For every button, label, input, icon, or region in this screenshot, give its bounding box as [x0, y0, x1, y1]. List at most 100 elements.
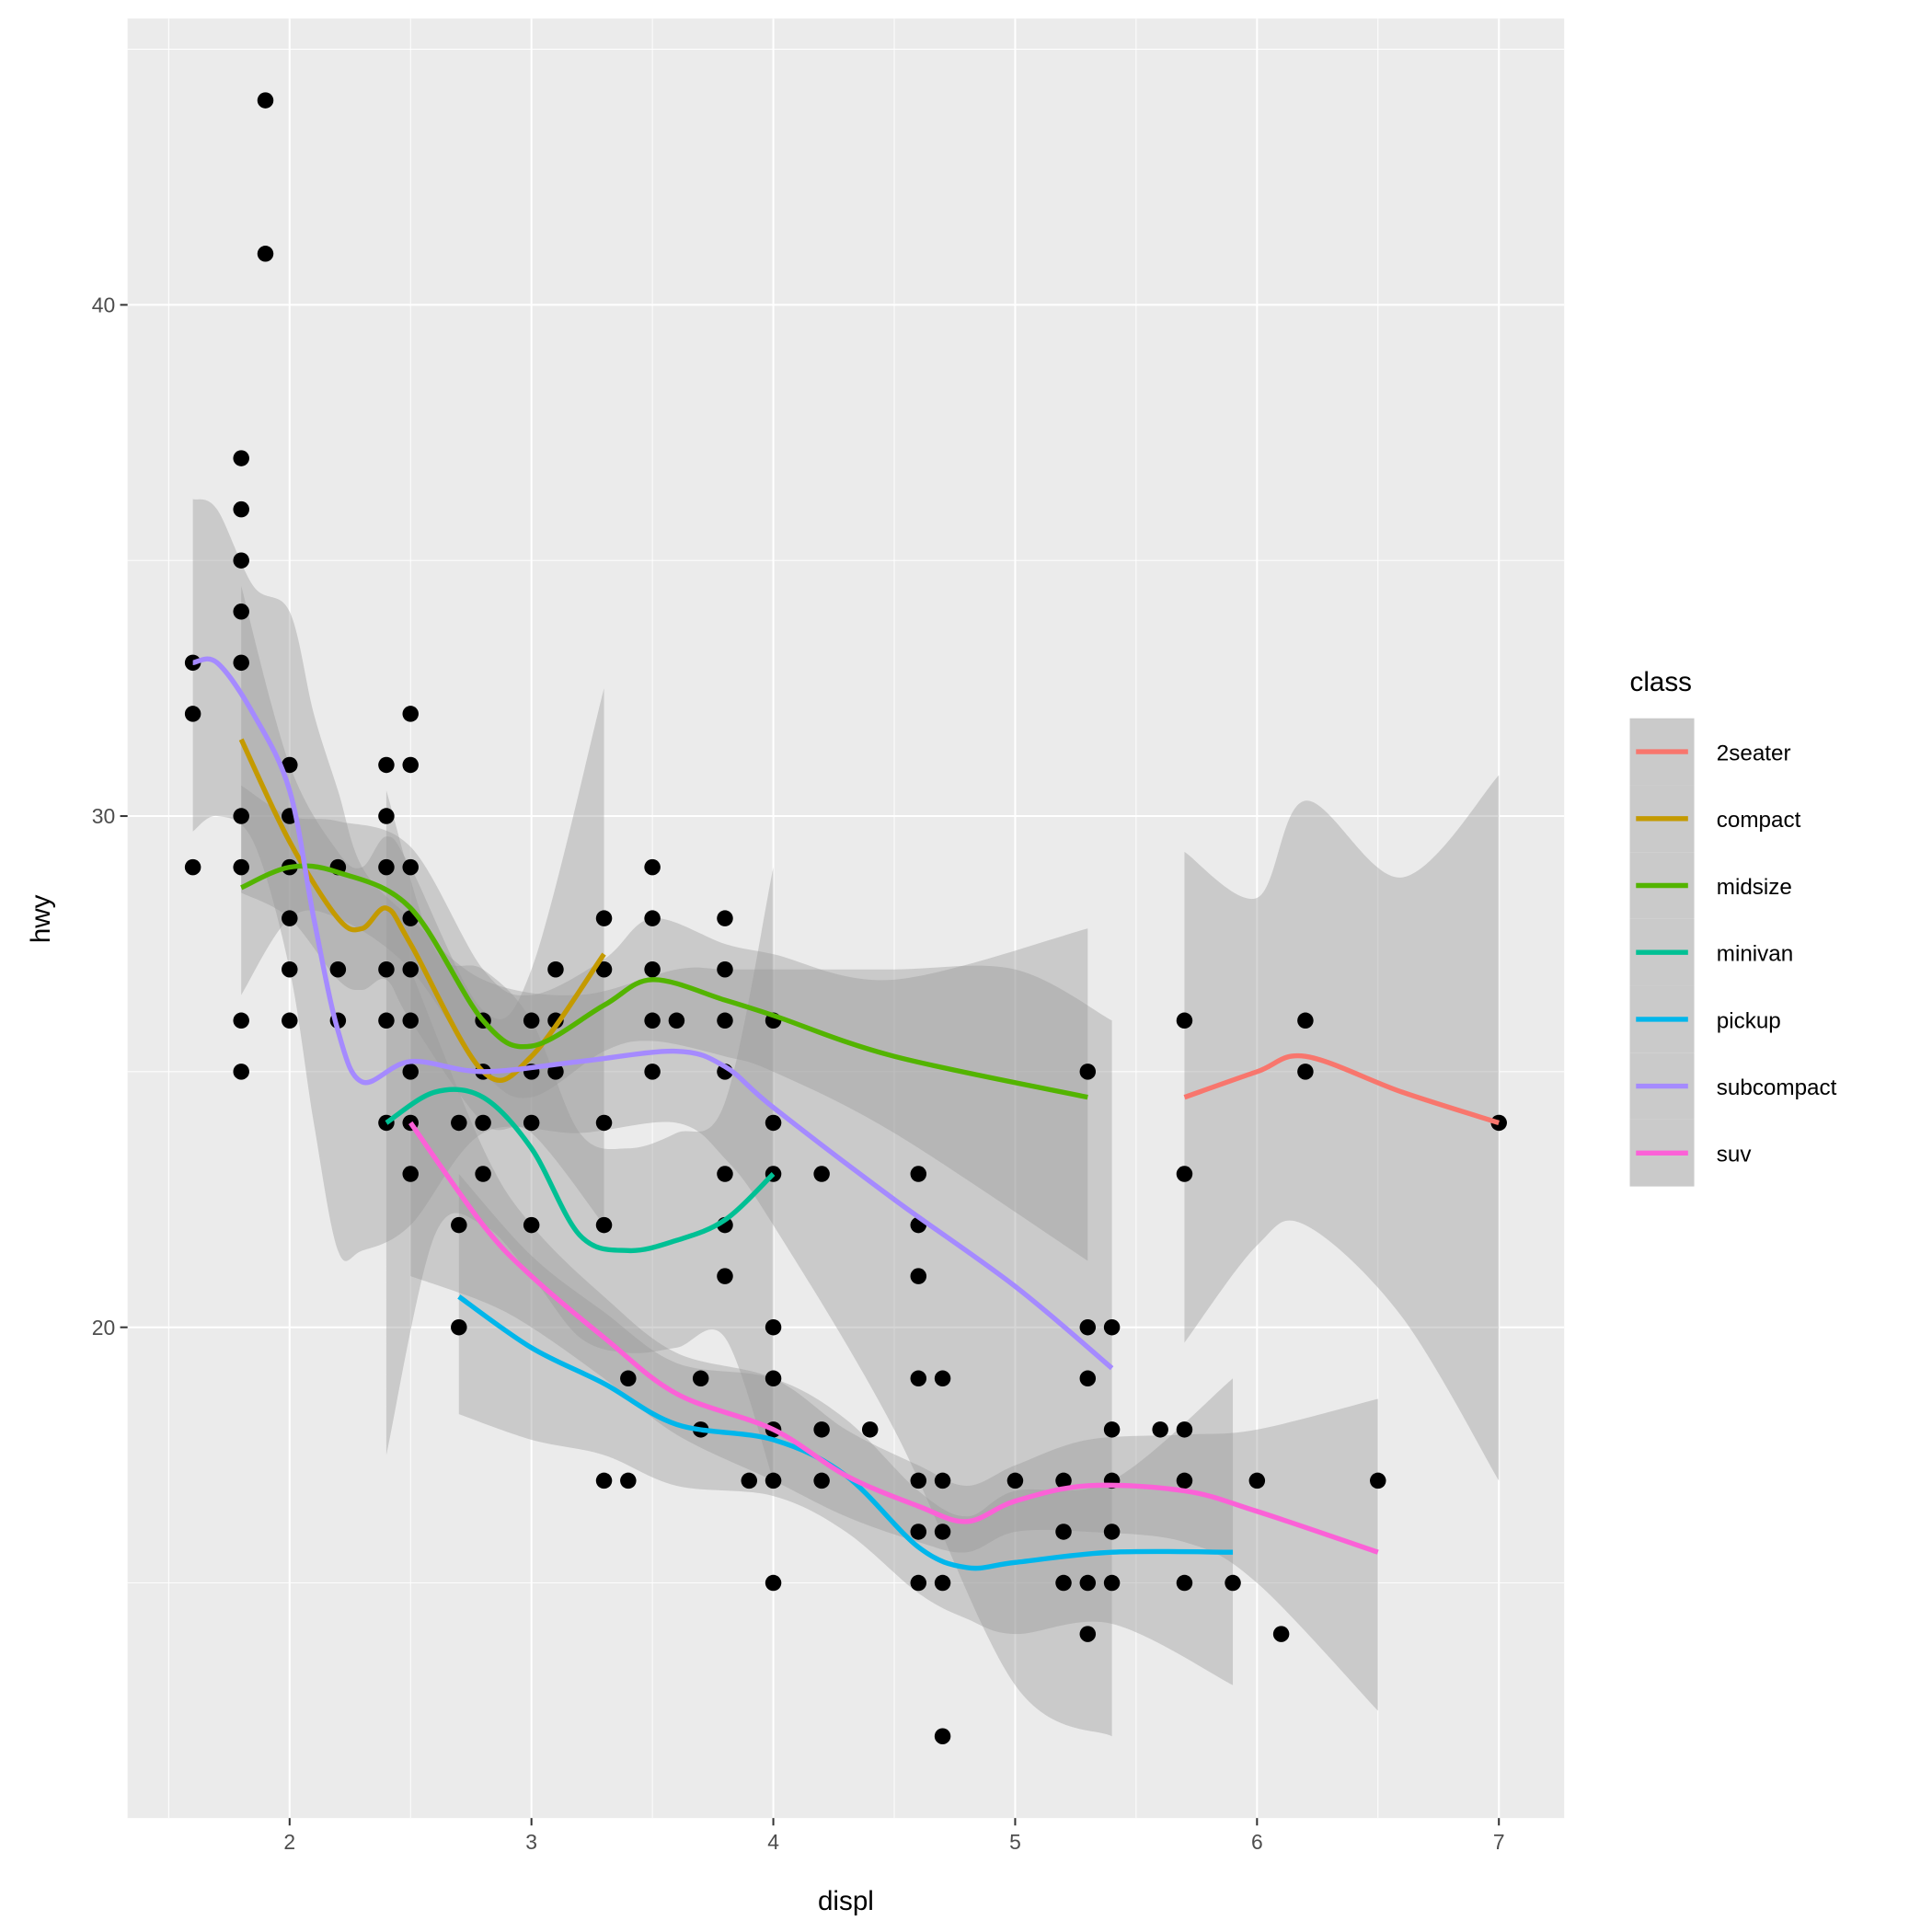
- smooth-line-subcompact: [192, 656, 1114, 1371]
- data-point: [523, 1012, 540, 1029]
- data-point: [644, 1012, 661, 1029]
- data-point: [934, 1524, 951, 1540]
- data-point: [1176, 1472, 1193, 1489]
- data-point: [1152, 1421, 1168, 1438]
- data-point: [1079, 1064, 1097, 1080]
- data-point: [1103, 1318, 1121, 1336]
- data-point: [475, 1166, 491, 1182]
- x-tick-label: 5: [1009, 1830, 1021, 1854]
- data-point: [547, 1064, 564, 1080]
- data-point: [1225, 1574, 1241, 1592]
- data-points: [184, 92, 1507, 1744]
- data-point: [717, 960, 733, 978]
- data-point: [1055, 1524, 1072, 1540]
- data-point: [595, 910, 613, 926]
- data-point: [451, 1114, 467, 1132]
- data-point: [1176, 1166, 1193, 1182]
- data-point: [378, 808, 395, 824]
- data-point: [451, 1318, 467, 1336]
- data-point: [1006, 1472, 1024, 1489]
- y-tick-label: 40: [92, 293, 115, 316]
- data-point: [402, 960, 419, 978]
- x-tick-label: 7: [1493, 1830, 1505, 1854]
- data-point: [233, 450, 249, 466]
- data-point: [402, 1166, 419, 1182]
- data-point: [813, 1421, 830, 1438]
- data-point: [1103, 1574, 1121, 1592]
- data-point: [910, 1268, 927, 1284]
- data-point: [644, 858, 661, 876]
- axes: 2 3 4 5 6 7 20 30 40: [92, 293, 1505, 1853]
- y-tick-label: 20: [92, 1316, 115, 1340]
- data-point: [765, 1114, 782, 1132]
- data-point: [620, 1472, 637, 1489]
- data-point: [233, 500, 249, 518]
- ribbon-compact: [241, 585, 604, 1225]
- data-point: [1176, 1421, 1193, 1438]
- smooth-line-suv: [408, 1121, 1379, 1555]
- data-point: [233, 654, 249, 672]
- data-point: [765, 1472, 782, 1489]
- data-point: [257, 92, 274, 109]
- data-point: [595, 1216, 613, 1234]
- data-point: [402, 756, 419, 774]
- data-point: [717, 1268, 733, 1284]
- data-point: [475, 1114, 491, 1132]
- legend-title: class: [1630, 667, 1692, 697]
- x-tick-label: 3: [525, 1830, 537, 1854]
- data-point: [1176, 1012, 1193, 1029]
- legend-label: pickup: [1717, 1008, 1781, 1033]
- data-point: [692, 1370, 709, 1387]
- data-point: [813, 1472, 830, 1489]
- data-point: [233, 1064, 249, 1080]
- data-point: [282, 910, 298, 926]
- data-point: [765, 1318, 782, 1336]
- x-tick-label: 2: [283, 1830, 295, 1854]
- x-axis-title: displ: [818, 1886, 874, 1916]
- data-point: [233, 552, 249, 569]
- data-point: [1248, 1472, 1266, 1489]
- data-point: [861, 1421, 879, 1438]
- data-point: [717, 1012, 733, 1029]
- data-point: [1176, 1574, 1193, 1592]
- data-point: [329, 960, 347, 978]
- data-point: [934, 1574, 951, 1592]
- data-point: [1103, 1421, 1121, 1438]
- data-point: [595, 960, 613, 978]
- data-point: [765, 1574, 782, 1592]
- panel-background: [127, 18, 1565, 1819]
- data-point: [402, 1064, 419, 1080]
- data-point: [934, 1728, 951, 1744]
- data-point: [402, 858, 419, 876]
- ribbon-minivan: [385, 790, 774, 1481]
- data-point: [813, 1166, 830, 1182]
- data-point: [1079, 1318, 1097, 1336]
- legend-label: subcompact: [1717, 1075, 1837, 1100]
- data-point: [378, 756, 395, 774]
- data-point: [233, 604, 249, 620]
- smooth-line-midsize: [240, 863, 1088, 1100]
- data-point: [910, 1524, 927, 1540]
- data-point: [523, 1216, 540, 1234]
- smooth-lines: [192, 656, 1501, 1571]
- data-point: [620, 1370, 637, 1387]
- data-point: [1370, 1472, 1386, 1489]
- legend-label: suv: [1717, 1143, 1753, 1167]
- data-point: [184, 706, 201, 722]
- data-point: [257, 246, 274, 262]
- data-point: [451, 1216, 467, 1234]
- ribbon-midsize: [241, 785, 1088, 1261]
- data-point: [233, 1012, 249, 1029]
- data-point: [1297, 1012, 1314, 1029]
- data-point: [1079, 1626, 1097, 1642]
- data-point: [523, 1114, 540, 1132]
- data-point: [1103, 1524, 1121, 1540]
- data-point: [644, 960, 661, 978]
- data-point: [233, 808, 249, 824]
- data-point: [547, 960, 564, 978]
- data-point: [1297, 1064, 1314, 1080]
- ribbon-suv: [410, 969, 1378, 1711]
- legend: class 2seater compact midsize minivan pickup…: [1629, 667, 1837, 1187]
- data-point: [934, 1370, 951, 1387]
